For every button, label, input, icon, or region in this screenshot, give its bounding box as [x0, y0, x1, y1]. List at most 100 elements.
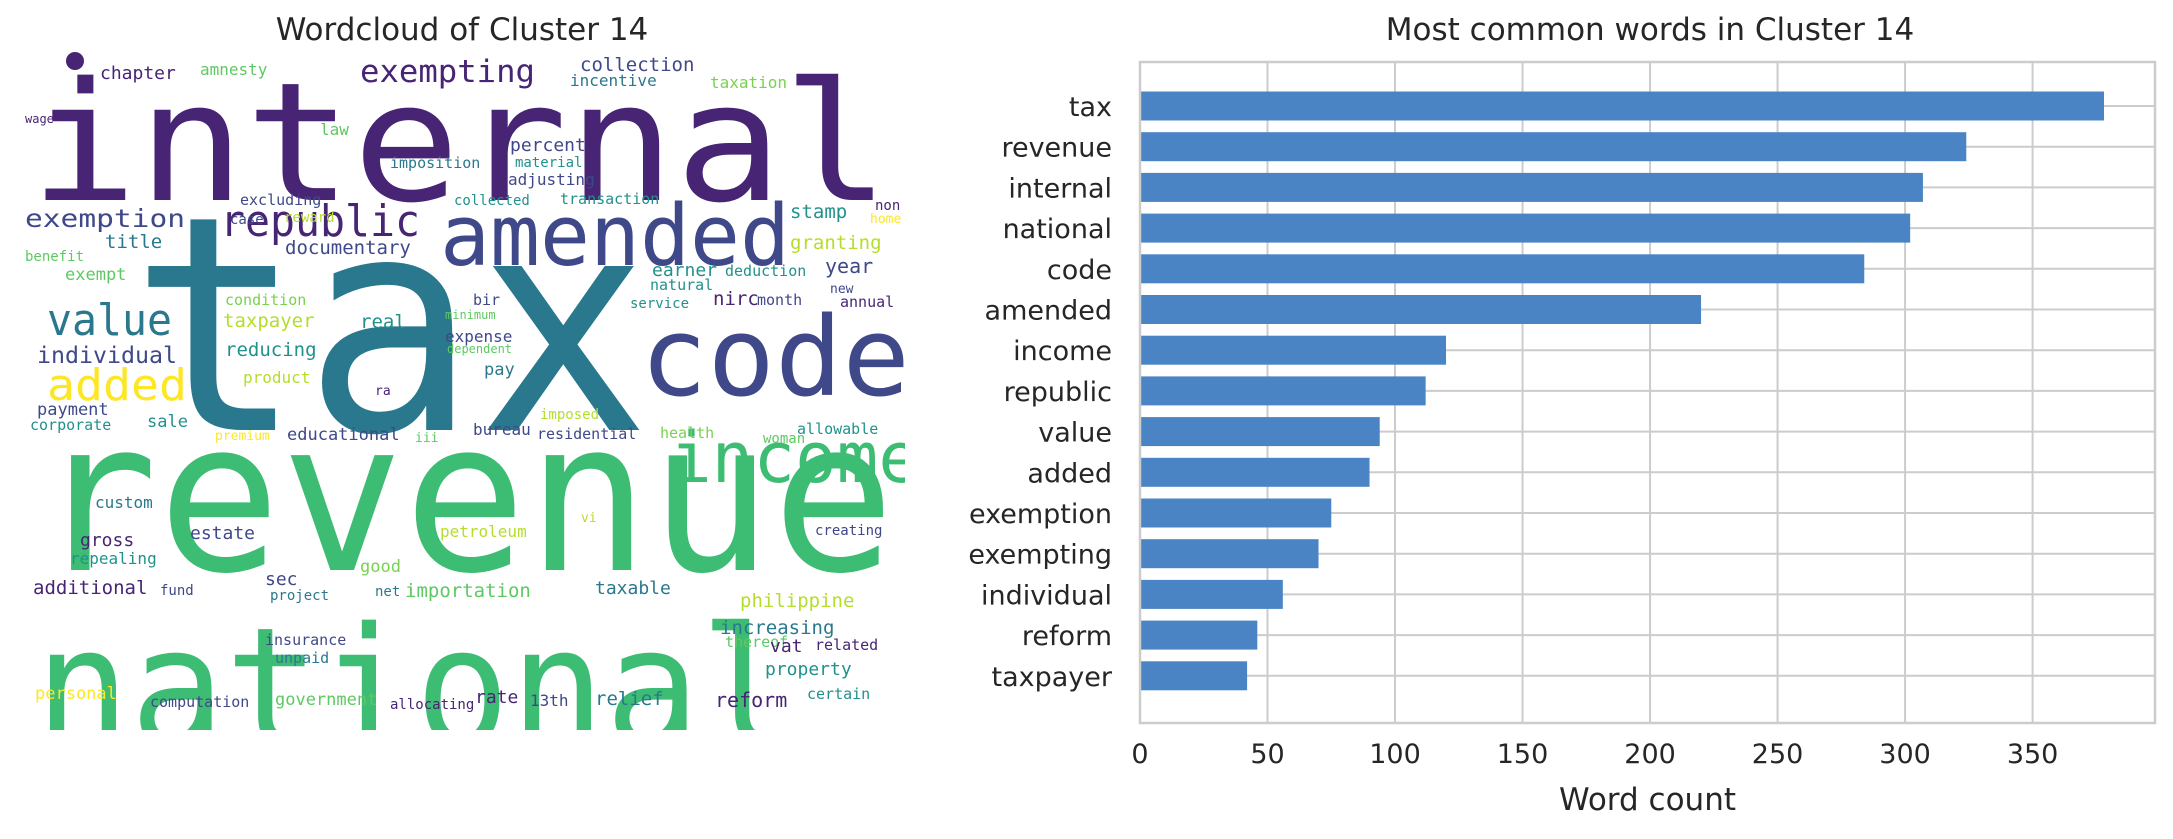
wordcloud-word: incentive [570, 71, 657, 90]
wordcloud-panel: Wordcloud of Cluster 14 internal tax reven… [0, 0, 920, 839]
bar-individual [1140, 579, 1283, 609]
wordcloud-word: service [630, 296, 689, 312]
bar-exemption [1140, 498, 1332, 528]
bar-added [1140, 457, 1370, 487]
x-tick-label: 300 [1879, 739, 1931, 770]
wordcloud-title: Wordcloud of Cluster 14 [275, 12, 649, 48]
x-tick-label: 250 [1752, 739, 1804, 770]
wordcloud-word: iii [415, 431, 438, 446]
bar-income [1140, 335, 1447, 365]
y-tick-label: value [1038, 418, 1112, 449]
bar-taxpayer [1140, 661, 1248, 691]
wordcloud-word: bureau [473, 420, 531, 439]
wordcloud-word: exemption [25, 204, 185, 233]
bar-revenue [1140, 132, 1967, 162]
wordcloud-word: sale [147, 412, 188, 432]
wordcloud-word: national [35, 592, 795, 730]
wordcloud-word: allocating [390, 697, 474, 713]
wordcloud-word: reward [284, 210, 335, 226]
wordcloud-word: relief [595, 688, 664, 710]
y-tick-label: income [1013, 336, 1112, 367]
wordcloud-dot-mark [255, 413, 269, 427]
wordcloud-word: reducing [225, 339, 317, 361]
wordcloud-word: month [757, 291, 802, 309]
wordcloud-word: law [320, 120, 349, 139]
wordcloud-word: additional [33, 577, 147, 599]
wordcloud-word: net [375, 584, 400, 600]
bar-chart-title: Most common words in Cluster 14 [1385, 12, 1915, 48]
wordcloud-word: documentary [285, 237, 411, 259]
wordcloud-word: importation [405, 580, 531, 602]
wordcloud-word: home [870, 212, 901, 227]
wordcloud-word: payment [37, 400, 109, 420]
wordcloud-word: allowable [797, 420, 878, 438]
wordcloud-word: deduction [725, 262, 806, 280]
x-tick-label: 100 [1369, 739, 1421, 770]
wordcloud-word: earner [652, 260, 717, 281]
y-tick-label: added [1027, 458, 1112, 489]
wordcloud-word: educational [287, 425, 400, 445]
wordcloud-word: certain [807, 685, 870, 703]
wordcloud-word: real [360, 311, 406, 333]
bar-code [1140, 254, 1865, 284]
wordcloud-word: amnesty [200, 60, 268, 79]
wordcloud-word: repealing [70, 549, 157, 568]
wordcloud-word: taxpayer [223, 310, 315, 332]
wordcloud-word: gross [80, 530, 134, 551]
y-tick-label: exemption [969, 499, 1112, 530]
y-tick-label: republic [1004, 377, 1112, 408]
wordcloud-word: related [815, 636, 878, 654]
y-tick-label: exempting [968, 540, 1112, 571]
wordcloud-word: woman [763, 431, 805, 447]
wordcloud-word: non [875, 198, 900, 214]
wordcloud-word: vat [770, 636, 803, 657]
bar-national [1140, 213, 1911, 243]
y-tick-label: tax [1069, 92, 1112, 123]
y-tick-label: code [1047, 255, 1112, 286]
wordcloud-word: chapter [100, 63, 176, 84]
wordcloud-word: premium [215, 429, 270, 444]
wordcloud-word: excluding [240, 191, 321, 209]
wordcloud-word: estate [190, 523, 255, 544]
wordcloud-word: republic [220, 196, 420, 247]
wordcloud-word: increasing [720, 617, 834, 639]
wordcloud-word: custom [95, 493, 153, 512]
wordcloud-image: internal tax revenue national amended code inc… [25, 50, 905, 730]
wordcloud-word: expense [445, 327, 512, 346]
wordcloud-word: pay [484, 360, 515, 380]
wordcloud-word: internal [30, 50, 890, 239]
bar-reform [1140, 620, 1258, 650]
wordcloud-word: minimum [445, 308, 496, 322]
wordcloud-word: natural [650, 276, 713, 294]
wordcloud-word: rate [475, 687, 518, 708]
y-tick-label: revenue [1001, 133, 1112, 164]
wordcloud-word: added [47, 360, 187, 411]
x-tick-label: 200 [1624, 739, 1676, 770]
wordcloud-word: code [640, 293, 905, 421]
wordcloud-word: transaction [560, 190, 659, 208]
x-tick-label: 350 [2007, 739, 2059, 770]
wordcloud-word: 13th [530, 691, 569, 710]
y-tick-label: individual [981, 580, 1112, 611]
wordcloud-word: benefit [25, 249, 84, 265]
wordcloud-word: fund [160, 583, 194, 599]
bar-value [1140, 417, 1380, 447]
wordcloud-word: year [825, 254, 873, 278]
bar-exempting [1140, 539, 1319, 569]
wordcloud-word: collected [454, 193, 530, 209]
wordcloud-dot-mark [66, 52, 84, 70]
wordcloud-word: income [670, 417, 905, 499]
wordcloud-word: computation [150, 693, 249, 711]
x-tick-label: 0 [1131, 739, 1148, 770]
wordcloud-word: health [660, 424, 714, 442]
wordcloud-word: material [515, 155, 582, 171]
wordcloud-word: stamp [790, 201, 847, 223]
y-tick-label: amended [985, 296, 1112, 327]
x-tick-label: 50 [1250, 739, 1284, 770]
wordcloud-word: property [765, 659, 852, 680]
wordcloud-word: good [360, 557, 401, 577]
wordcloud-word: condition [225, 291, 306, 309]
wordcloud-word: collection [580, 54, 694, 76]
x-axis-label: Word count [1559, 782, 1736, 818]
